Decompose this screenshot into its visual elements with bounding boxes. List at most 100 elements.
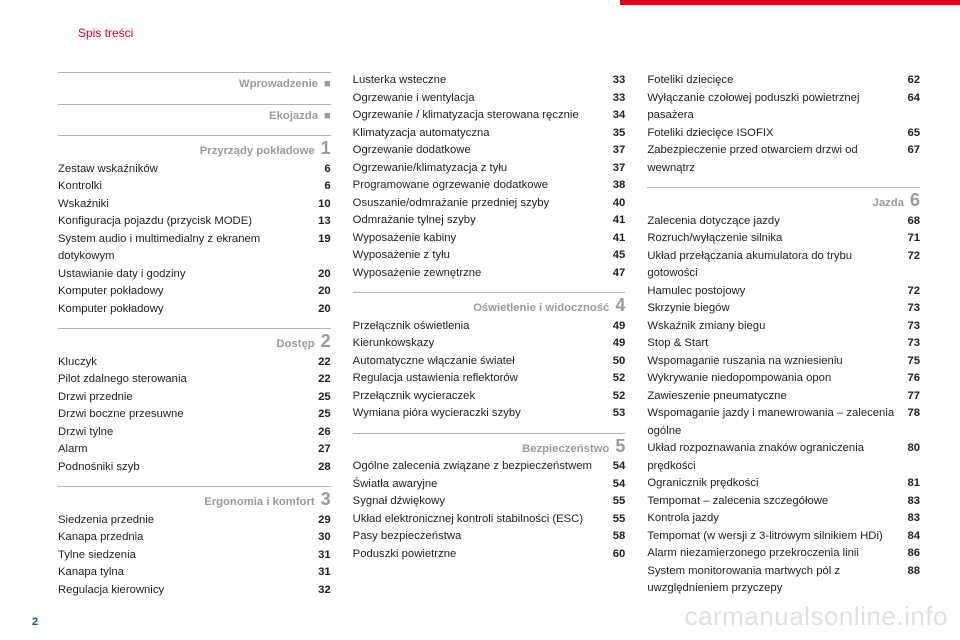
toc-entry[interactable]: Zabezpieczenie przed otwarciem drzwi od … <box>647 142 920 177</box>
toc-entry[interactable]: Kanapa tylna 31 <box>58 564 331 582</box>
toc-entry[interactable]: Wskaźnik zmiany biegu73 <box>647 318 920 336</box>
toc-entry[interactable]: Tempomat – zalecenia szczegółowe83 <box>647 493 920 511</box>
toc-entry[interactable]: Ogrzewanie/klimatyzacja z tyłu37 <box>353 160 626 178</box>
toc-entry[interactable]: Zestaw wskaźników6 <box>58 161 331 179</box>
toc-entry[interactable]: Drzwi tylne 26 <box>58 424 331 442</box>
toc-entry[interactable]: Rozruch/wyłączenie silnika71 <box>647 230 920 248</box>
toc-entry[interactable]: Kontrola jazdy83 <box>647 510 920 528</box>
toc-entry[interactable]: Foteliki dziecięce62 <box>647 72 920 90</box>
toc-entry-page: 22 <box>318 371 331 389</box>
toc-entry[interactable]: Tempomat (w wersji z 3-litrowym silnikie… <box>647 528 920 546</box>
section-number: 5 <box>615 437 625 455</box>
toc-entry-page: 41 <box>613 212 626 230</box>
toc-entry[interactable]: System audio i multimedialny z ekranem d… <box>58 231 331 266</box>
toc-entry[interactable]: Zawieszenie pneumatyczne77 <box>647 388 920 406</box>
toc-entry[interactable]: Wyłączanie czołowej poduszki powietrznej… <box>647 90 920 125</box>
toc-entry[interactable]: Wskaźniki10 <box>58 196 331 214</box>
toc-entry[interactable]: Komputer pokładowy20 <box>58 301 331 319</box>
toc-entry[interactable]: Regulacja ustawienia reflektorów52 <box>353 370 626 388</box>
toc-entry[interactable]: Wyposażenie kabiny41 <box>353 230 626 248</box>
toc-entry[interactable]: Układ rozpoznawania znaków ograniczenia … <box>647 440 920 475</box>
toc-entry-page: 25 <box>318 389 331 407</box>
toc-entry[interactable]: Pasy bezpieczeństwa58 <box>353 528 626 546</box>
toc-entry[interactable]: Światła awaryjne54 <box>353 476 626 494</box>
toc-entry-title: Kontrola jazdy <box>647 510 727 528</box>
toc-entry[interactable]: Sygnał dźwiękowy55 <box>353 493 626 511</box>
toc-entry[interactable]: Drzwi boczne przesuwne25 <box>58 406 331 424</box>
toc-entry-title: Osuszanie/odmrażanie przedniej szyby <box>353 195 558 213</box>
toc-entry[interactable]: Wspomaganie jazdy i manewrowania – zalec… <box>647 405 920 440</box>
toc-entry-page: 65 <box>907 125 920 143</box>
toc-entry[interactable]: Wyposażenie z tyłu45 <box>353 247 626 265</box>
toc-entry-title: Ogólne zalecenia związane z bezpieczeńst… <box>353 458 600 476</box>
toc-entry[interactable]: Pilot zdalnego sterowania22 <box>58 371 331 389</box>
toc-entry-page: 31 <box>318 564 331 582</box>
section-heading: Jazda6 <box>647 187 920 213</box>
toc-entry[interactable]: Konfiguracja pojazdu (przycisk MODE)13 <box>58 213 331 231</box>
toc-entry[interactable]: Stop & Start73 <box>647 335 920 353</box>
toc-entry[interactable]: Osuszanie/odmrażanie przedniej szyby40 <box>353 195 626 213</box>
toc-entry-page: 47 <box>613 265 626 283</box>
toc-entry[interactable]: Skrzynie biegów73 <box>647 300 920 318</box>
toc-entry-title: Drzwi tylne <box>58 424 121 442</box>
toc-entry[interactable]: Kontrolki6 <box>58 178 331 196</box>
toc-entry-title: Kanapa przednia <box>58 529 151 547</box>
section-heading: Oświetlenie i widoczność4 <box>353 292 626 318</box>
toc-entry[interactable]: Ogranicznik prędkości81 <box>647 475 920 493</box>
toc-entry[interactable]: Układ elektronicznej kontroli stabilnośc… <box>353 511 626 529</box>
toc-entry[interactable]: Programowane ogrzewanie dodatkowe38 <box>353 177 626 195</box>
toc-entry[interactable]: Ogrzewanie / klimatyzacja sterowana ręcz… <box>353 107 626 125</box>
toc-entry[interactable]: Ogólne zalecenia związane z bezpieczeńst… <box>353 458 626 476</box>
page-number: 2 <box>32 616 38 628</box>
section-title: Ergonomia i komfort <box>204 494 314 512</box>
section-heading: Ergonomia i komfort3 <box>58 486 331 512</box>
toc-entry-page: 81 <box>907 475 920 493</box>
toc-entry[interactable]: System monitorowania martwych pól z uwzg… <box>647 563 920 598</box>
section-title: Ekojazda <box>269 108 318 126</box>
toc-entry[interactable]: Siedzenia przednie29 <box>58 512 331 530</box>
toc-entry[interactable]: Kierunkowskazy49 <box>353 335 626 353</box>
toc-entry-title: Ogrzewanie dodatkowe <box>353 142 479 160</box>
toc-entry[interactable]: Alarm niezamierzonego przekroczenia lini… <box>647 545 920 563</box>
toc-entry-title: Kanapa tylna <box>58 564 132 582</box>
toc-entry-title: Wyposażenie zewnętrzne <box>353 265 490 283</box>
toc-entry[interactable]: Tylne siedzenia31 <box>58 547 331 565</box>
toc-entry-page: 26 <box>318 424 331 442</box>
toc-entry-page: 20 <box>318 301 331 319</box>
toc-entry[interactable]: Lusterka wsteczne33 <box>353 72 626 90</box>
toc-entry-page: 50 <box>613 353 626 371</box>
toc-entry-page: 20 <box>318 283 331 301</box>
toc-entry[interactable]: Klimatyzacja automatyczna35 <box>353 125 626 143</box>
toc-entry[interactable]: Przełącznik wycieraczek52 <box>353 388 626 406</box>
toc-entry-title: Zabezpieczenie przed otwarciem drzwi od … <box>647 142 907 177</box>
toc-entry[interactable]: Wymiana pióra wycieraczki szyby53 <box>353 405 626 423</box>
section-title: Dostęp <box>276 336 314 354</box>
toc-entry[interactable]: Kanapa przednia30 <box>58 529 331 547</box>
toc-entry[interactable]: Alarm27 <box>58 441 331 459</box>
toc-entry[interactable]: Odmrażanie tylnej szyby 41 <box>353 212 626 230</box>
toc-entry[interactable]: Ogrzewanie dodatkowe37 <box>353 142 626 160</box>
toc-entry[interactable]: Wyposażenie zewnętrzne 47 <box>353 265 626 283</box>
toc-entry[interactable]: Regulacja kierownicy32 <box>58 582 331 600</box>
toc-entry[interactable]: Wspomaganie ruszania na wzniesieniu75 <box>647 353 920 371</box>
toc-entry[interactable]: Kluczyk22 <box>58 354 331 372</box>
toc-entry[interactable]: Zalecenia dotyczące jazdy68 <box>647 213 920 231</box>
toc-entry-page: 72 <box>907 283 920 301</box>
toc-entry[interactable]: Foteliki dziecięce ISOFIX65 <box>647 125 920 143</box>
toc-entry[interactable]: Drzwi przednie25 <box>58 389 331 407</box>
toc-entry[interactable]: Ogrzewanie i wentylacja33 <box>353 90 626 108</box>
toc-entry-title: Foteliki dziecięce <box>647 72 741 90</box>
toc-entry-page: 32 <box>318 582 331 600</box>
toc-entry[interactable]: Automatyczne włączanie świateł50 <box>353 353 626 371</box>
toc-entry[interactable]: Przełącznik oświetlenia49 <box>353 318 626 336</box>
toc-entry[interactable]: Podnośniki szyb28 <box>58 459 331 477</box>
toc-entry-title: Odmrażanie tylnej szyby <box>353 212 484 230</box>
toc-entry[interactable]: Komputer pokładowy20 <box>58 283 331 301</box>
toc-entry[interactable]: Hamulec postojowy72 <box>647 283 920 301</box>
toc-entry[interactable]: Układ przełączania akumulatora do trybu … <box>647 248 920 283</box>
toc-entry-title: Alarm <box>58 441 96 459</box>
toc-entry[interactable]: Wykrywanie niedopompowania opon76 <box>647 370 920 388</box>
toc-entry[interactable]: Ustawianie daty i godziny20 <box>58 266 331 284</box>
toc-entry-title: Układ przełączania akumulatora do trybu … <box>647 248 907 283</box>
toc-entry[interactable]: Poduszki powietrzne60 <box>353 546 626 564</box>
